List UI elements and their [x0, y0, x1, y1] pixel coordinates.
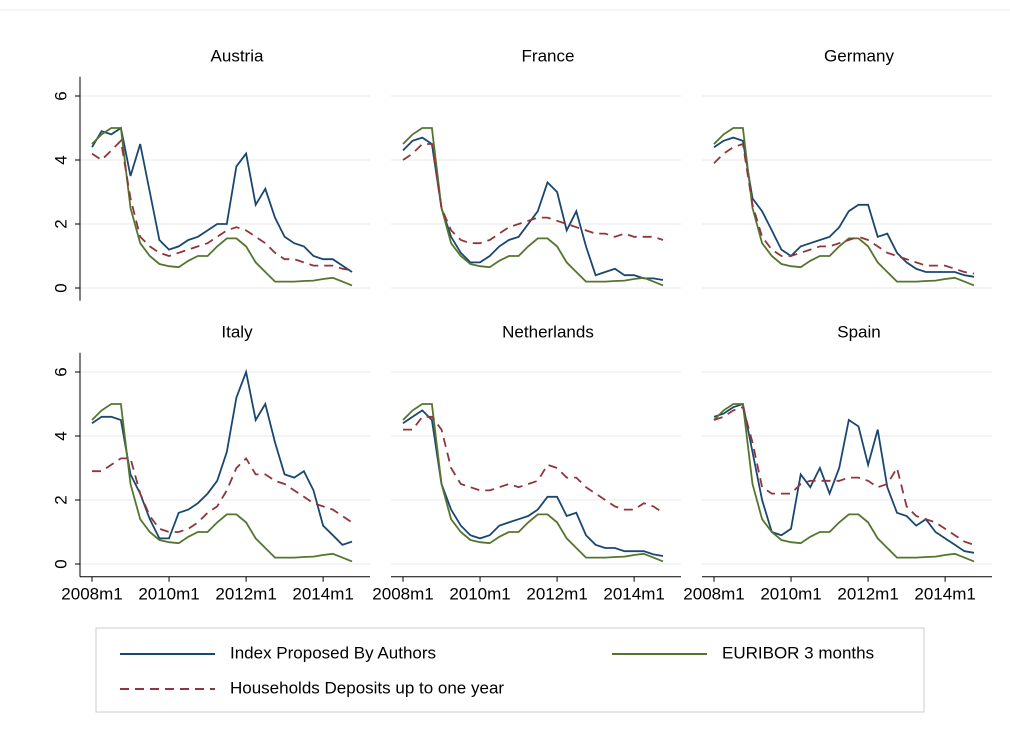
y-tick-label: 4 — [51, 431, 70, 440]
x-tick-label: 2010m1 — [760, 584, 821, 603]
x-tick-label: 2014m1 — [292, 584, 353, 603]
series-line — [402, 403, 664, 563]
series-line — [713, 402, 975, 554]
x-tick-label: 2008m1 — [372, 584, 433, 603]
series-line — [402, 127, 664, 287]
legend-label: Index Proposed By Authors — [230, 643, 436, 662]
x-tick-label: 2014m1 — [914, 584, 975, 603]
y-tick-label: 2 — [51, 219, 70, 228]
series-line — [92, 456, 353, 533]
panel-title: France — [522, 46, 575, 65]
series-line — [713, 127, 975, 287]
series-line — [713, 142, 975, 275]
y-tick-label: 0 — [51, 559, 70, 568]
x-tick-label: 2012m1 — [526, 584, 587, 603]
series-line — [713, 403, 975, 563]
series-line — [713, 406, 975, 546]
panel-title: Austria — [211, 46, 264, 65]
x-tick-label: 2012m1 — [837, 584, 898, 603]
x-tick-label: 2010m1 — [449, 584, 510, 603]
legend-box — [95, 627, 925, 713]
x-tick-label: 2014m1 — [603, 584, 664, 603]
legend-label: Households Deposits up to one year — [230, 678, 504, 697]
y-tick-label: 0 — [51, 283, 70, 292]
series-line — [402, 409, 664, 557]
y-tick-label: 2 — [51, 495, 70, 504]
x-tick-label: 2012m1 — [215, 584, 276, 603]
panel-title: Germany — [824, 46, 894, 65]
series-line — [403, 415, 664, 514]
legend-label: EURIBOR 3 months — [722, 643, 874, 662]
x-tick-label: 2008m1 — [683, 584, 744, 603]
panel-title: Spain — [837, 322, 880, 341]
series-line — [91, 368, 353, 546]
panel-title: Italy — [221, 322, 253, 341]
x-tick-label: 2010m1 — [138, 584, 199, 603]
series-line — [402, 143, 664, 245]
series-line — [91, 403, 353, 563]
series-line — [91, 127, 353, 287]
y-tick-label: 6 — [51, 367, 70, 376]
panel-title: Netherlands — [502, 322, 594, 341]
x-tick-label: 2008m1 — [61, 584, 122, 603]
series-line — [713, 136, 975, 278]
series-line — [91, 138, 353, 272]
series-line — [91, 126, 353, 273]
y-tick-label: 6 — [51, 91, 70, 100]
y-tick-label: 4 — [51, 155, 70, 164]
